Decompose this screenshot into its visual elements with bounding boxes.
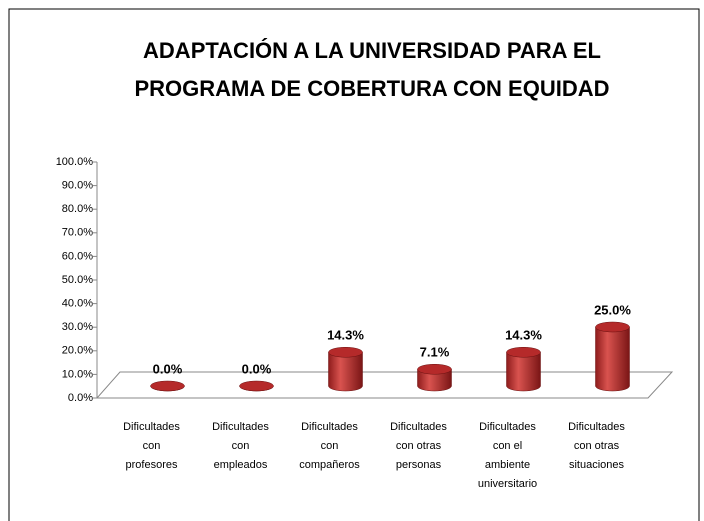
x-tick-label: Dificultades con compañeros xyxy=(299,421,360,471)
chart-title: PROGRAMA DE COBERTURA CON EQUIDAD xyxy=(134,76,609,101)
value-label: 0.0% xyxy=(153,361,183,376)
value-label: 14.3% xyxy=(327,328,364,343)
y-tick-label: 0.0% xyxy=(68,392,93,404)
cylinder xyxy=(506,347,541,392)
x-tick-label: Dificultades con empleados xyxy=(212,421,269,471)
cylinder xyxy=(328,347,363,392)
value-label: 7.1% xyxy=(420,345,450,360)
bar-top xyxy=(506,347,541,358)
x-tick-label: Dificultades con otras personas xyxy=(390,421,447,471)
bar xyxy=(328,352,363,392)
floor xyxy=(95,371,674,399)
value-label: 25.0% xyxy=(594,302,631,317)
bar-top xyxy=(239,380,274,392)
y-tick-label: 70.0% xyxy=(62,227,93,239)
value-label: 14.3% xyxy=(505,328,542,343)
bar-top xyxy=(417,363,452,375)
y-tick-label: 90.0% xyxy=(62,180,93,192)
y-tick-label: 100.0% xyxy=(56,156,94,168)
cylinder xyxy=(595,321,630,392)
value-label: 0.0% xyxy=(242,361,272,376)
bar-top xyxy=(150,380,185,392)
bar-top xyxy=(595,321,630,333)
bar xyxy=(417,368,452,392)
cylinder xyxy=(239,380,274,392)
y-tick-label: 50.0% xyxy=(62,274,93,286)
y-tick-label: 80.0% xyxy=(62,203,93,215)
bar xyxy=(506,352,541,392)
x-tick-label: Dificultades con profesores xyxy=(123,421,180,471)
y-tick-label: 60.0% xyxy=(62,250,93,262)
y-tick-label: 40.0% xyxy=(62,298,93,310)
cylinder xyxy=(417,363,452,392)
chart-title: ADAPTACIÓN A LA UNIVERSIDAD PARA EL xyxy=(143,38,601,63)
bar-top xyxy=(328,347,363,358)
y-tick-label: 30.0% xyxy=(62,321,93,333)
cylinder xyxy=(150,380,185,392)
y-tick-label: 20.0% xyxy=(62,345,93,357)
x-tick-label: Dificultades con otras situaciones xyxy=(568,421,625,471)
y-tick-label: 10.0% xyxy=(62,368,93,380)
x-tick-label: Dificultades con el ambiente universitario xyxy=(478,421,537,490)
frame xyxy=(8,8,700,521)
bar xyxy=(595,326,630,392)
